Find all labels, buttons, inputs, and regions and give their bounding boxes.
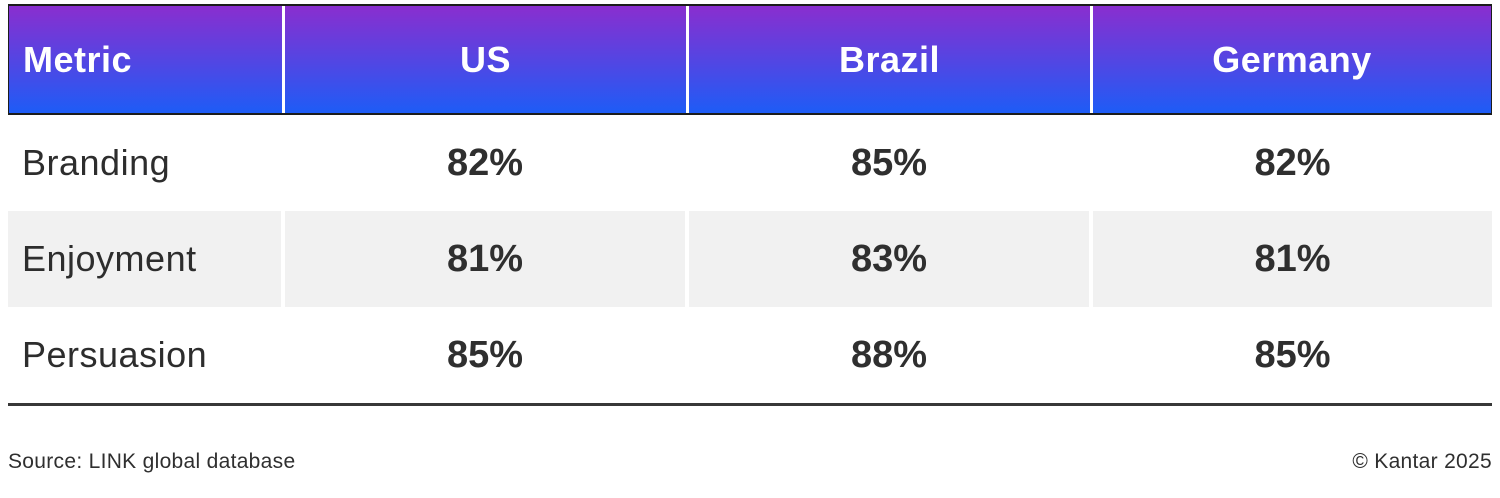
value-cell-germany: 85% <box>1089 307 1492 403</box>
copyright-note: © Kantar 2025 <box>1352 450 1492 473</box>
value-cell-germany: 81% <box>1089 211 1492 307</box>
value-cell-brazil: 83% <box>685 211 1089 307</box>
bottom-rule <box>8 403 1492 406</box>
value-cell-us: 85% <box>281 307 685 403</box>
header-cell-us: US <box>282 6 686 113</box>
table-header-row: Metric US Brazil Germany <box>8 4 1492 115</box>
value-cell-us: 81% <box>281 211 685 307</box>
table-row-persuasion: Persuasion 85% 88% 85% <box>8 307 1492 403</box>
table-row-enjoyment: Enjoyment 81% 83% 81% <box>8 211 1492 307</box>
header-cell-germany: Germany <box>1090 6 1491 113</box>
metric-label: Branding <box>8 115 281 211</box>
value-cell-brazil: 88% <box>685 307 1089 403</box>
value-cell-germany: 82% <box>1089 115 1492 211</box>
metric-label: Enjoyment <box>8 211 281 307</box>
header-cell-metric: Metric <box>23 38 133 80</box>
footer: Source: LINK global database © Kantar 20… <box>8 450 1492 474</box>
source-note: Source: LINK global database <box>8 450 296 473</box>
value-cell-us: 82% <box>281 115 685 211</box>
table-row-branding: Branding 82% 85% 82% <box>8 115 1492 211</box>
metric-label: Persuasion <box>8 307 281 403</box>
metrics-table-figure: Metric US Brazil Germany Branding 82% 85… <box>8 4 1492 474</box>
value-cell-brazil: 85% <box>685 115 1089 211</box>
header-cell-brazil: Brazil <box>686 6 1090 113</box>
